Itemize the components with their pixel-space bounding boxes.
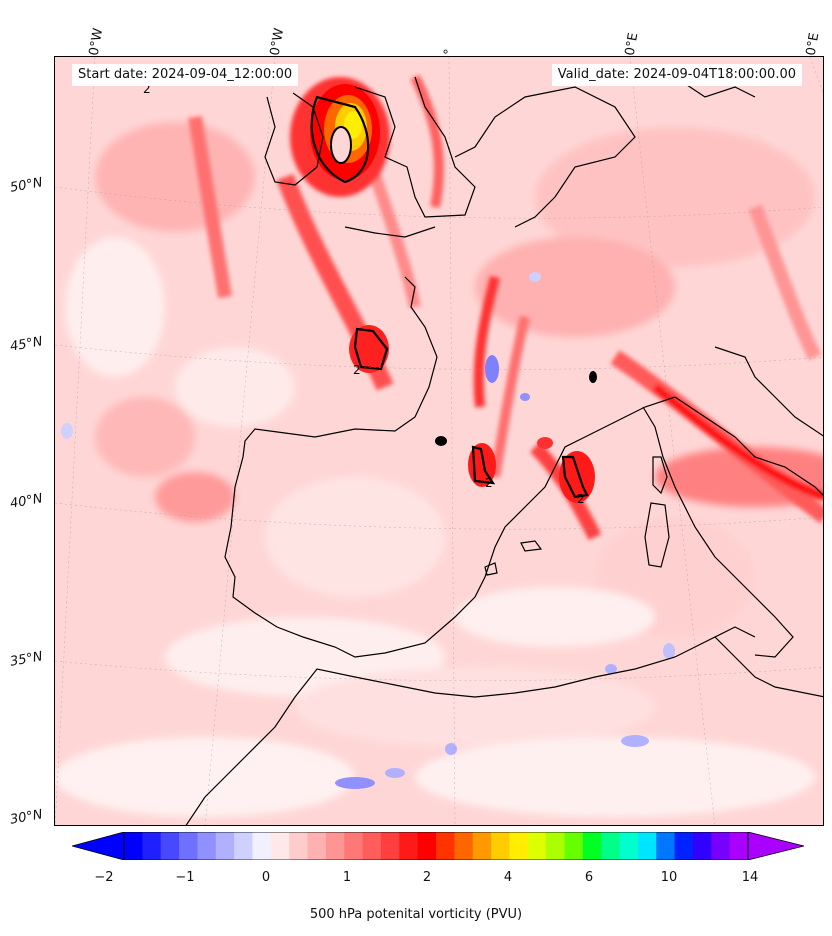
colorbar-cell	[692, 832, 712, 860]
valid-date-box: Valid_date: 2024-09-04T18:00:00.00	[551, 64, 802, 86]
colorbar-cell	[527, 832, 547, 860]
colorbar-cell	[417, 832, 437, 860]
colorbar-cell	[142, 832, 162, 860]
lat-label-45n: 45°N	[8, 334, 44, 355]
map-panel[interactable]: 2 2 2 2	[54, 56, 824, 826]
lat-label-30n: 30°N	[8, 807, 44, 828]
colorbar-cell	[252, 832, 272, 860]
colorbar-cell	[160, 832, 180, 860]
colorbar-cell	[197, 832, 217, 860]
colorbar-label: 500 hPa potenital vorticity (PVU)	[309, 907, 523, 922]
colorbar-cell	[454, 832, 474, 860]
coastlines	[185, 76, 823, 825]
contour-label: 2	[353, 363, 361, 377]
start-date-box: Start date: 2024-09-04_12:00:00	[72, 64, 299, 86]
colorbar-cell	[325, 832, 345, 860]
contour-label: 2	[485, 476, 493, 490]
colorbar-cell	[656, 832, 676, 860]
colorbar-cell	[619, 832, 639, 860]
pv-maximum-biscay	[349, 325, 389, 373]
colorbar-cell	[491, 832, 510, 860]
graticule	[55, 57, 823, 825]
colorbar-cell	[674, 832, 694, 860]
colorbar-cell	[637, 832, 657, 860]
colorbar-tick: 10	[660, 870, 678, 885]
colorbar-max-arrow	[747, 832, 804, 860]
colorbar-tick: 1	[342, 870, 352, 885]
colorbar-cell	[729, 832, 749, 860]
colorbar-cell	[179, 832, 198, 860]
lat-label-40n: 40°N	[8, 491, 44, 512]
pv-maximum-balearic	[435, 371, 597, 503]
contour-labels: 2 2 2 2	[143, 82, 585, 506]
colorbar-cell	[270, 832, 290, 860]
colorbar-cell	[234, 832, 253, 860]
colorbar-cell	[289, 832, 309, 860]
colorbar-tick: 4	[503, 870, 513, 885]
colorbar-cell	[472, 832, 492, 860]
pv-maximum-ireland	[290, 77, 390, 197]
contour-label: 2	[577, 492, 585, 506]
colorbar-tick: 0	[261, 870, 271, 885]
colorbar-cell	[399, 832, 419, 860]
colorbar-tick: 2	[422, 870, 432, 885]
colorbar-cell	[546, 832, 565, 860]
colorbar-cell	[380, 832, 400, 860]
colorbar-cell	[362, 832, 382, 860]
contour-label: 2	[143, 82, 151, 96]
colorbar-cell	[344, 832, 364, 860]
colorbar-cell	[601, 832, 621, 860]
colorbar-cell	[582, 832, 602, 860]
colorbar-cell	[307, 832, 327, 860]
colorbar-tick: −1	[175, 870, 195, 885]
colorbar	[72, 832, 804, 860]
lat-label-35n: 35°N	[8, 649, 44, 670]
lat-label-50n: 50°N	[8, 175, 44, 196]
colorbar-cell	[564, 832, 584, 860]
pv-minima	[61, 272, 675, 789]
pv-field-map: 2 2 2 2	[55, 57, 823, 825]
colorbar-cell	[509, 832, 529, 860]
colorbar-tick: 14	[741, 870, 759, 885]
pv-shading	[55, 122, 823, 817]
colorbar-cell	[124, 832, 143, 860]
colorbar-tick: −2	[94, 870, 114, 885]
colorbar-min-arrow	[72, 832, 125, 860]
colorbar-cell	[436, 832, 455, 860]
colorbar-tick: 6	[584, 870, 594, 885]
colorbar-cell	[215, 832, 235, 860]
colorbar-cell	[711, 832, 731, 860]
